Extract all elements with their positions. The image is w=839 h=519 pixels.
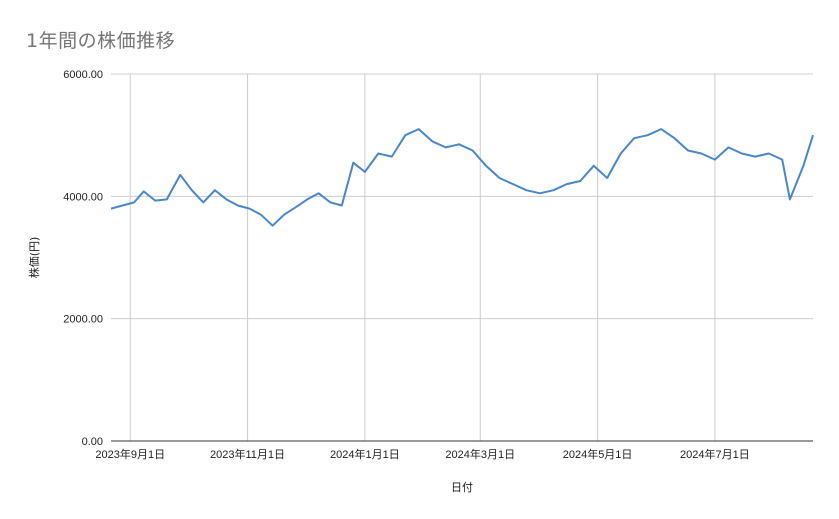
x-tick-label: 2024年1月1日 [330,447,400,461]
x-tick-labels: 2023年9月1日 2023年11月1日 2024年1月1日 2024年3月1日 202… [95,447,749,461]
x-tick-label: 2024年5月1日 [563,447,633,461]
x-tick-label: 2023年9月1日 [95,447,165,461]
y-tick-label: 0.00 [82,436,103,448]
x-tick-label: 2024年7月1日 [680,447,750,461]
y-axis-label: 株価(円) [27,237,41,279]
y-tick-label: 4000.00 [63,191,103,203]
x-tick-label: 2023年11月1日 [210,447,285,461]
gridlines [111,73,813,441]
chart-title: 1年間の株価推移 [26,30,176,52]
y-tick-labels: 0.00 2000.00 4000.00 6000.00 [63,69,103,448]
y-tick-label: 6000.00 [63,69,103,81]
x-axis-label: 日付 [451,481,473,494]
x-tick-label: 2024年3月1日 [445,447,515,461]
y-tick-label: 2000.00 [63,314,103,326]
price-series-line [110,128,814,227]
